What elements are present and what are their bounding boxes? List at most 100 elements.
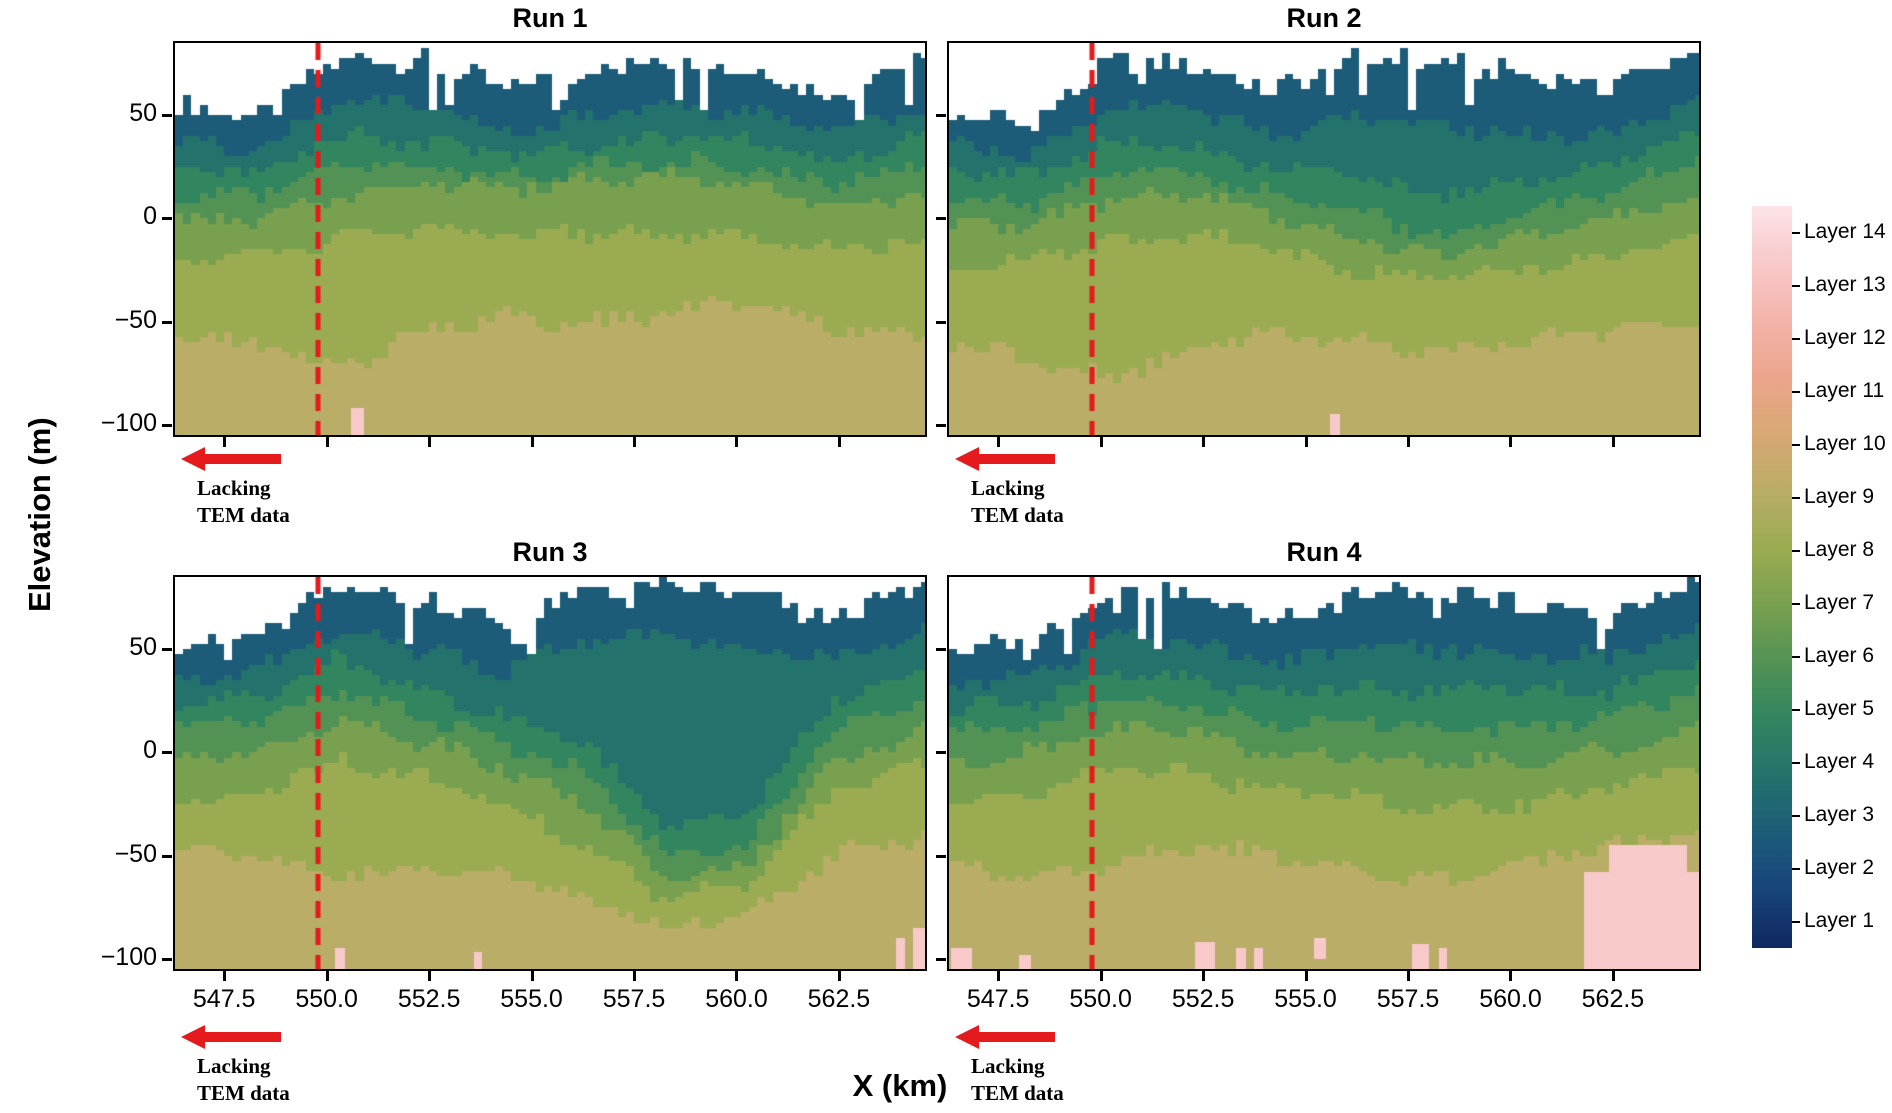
legend-tick-mark <box>1792 708 1800 711</box>
annotation-line2: TEM data <box>971 503 1064 528</box>
y-tick-mark <box>162 423 172 427</box>
legend-tick-mark <box>1792 337 1800 340</box>
left-arrow-icon <box>955 1025 1055 1049</box>
annotation-text: Lacking TEM data <box>971 1053 1215 1108</box>
legend-label: Layer 5 <box>1804 696 1875 720</box>
y-tick-label: 50 <box>129 99 157 128</box>
legend-tick-mark <box>1792 390 1800 393</box>
x-tick-mark <box>325 437 329 447</box>
panel-run-3: Run 3 547.5 550.0 552.5 555.0 557.5 560.0 562.… <box>101 537 927 1105</box>
x-tick-mark <box>223 437 227 447</box>
x-tick-mark <box>428 437 432 447</box>
legend-tick-mark <box>1792 496 1800 499</box>
x-tick-mark <box>735 437 739 447</box>
x-tick-mark <box>1509 971 1513 981</box>
y-tick-mark <box>162 957 172 961</box>
x-tick-mark <box>837 971 841 981</box>
legend-label: Layer 8 <box>1804 537 1875 561</box>
left-arrow-icon <box>181 447 281 471</box>
lacking-tem-annotation: Lacking TEM data <box>955 1025 1215 1108</box>
x-tick-label: 557.5 <box>602 985 666 1013</box>
x-tick-mark <box>223 971 227 981</box>
legend-labels: Layer 14 Layer 13 Layer 12 Layer 11 Layer 10… <box>1792 206 1892 948</box>
x-tick-mark <box>1304 971 1308 981</box>
x-tick-mark <box>530 437 534 447</box>
cross-section-canvas <box>947 575 1701 971</box>
y-tick-label: 0 <box>143 736 157 765</box>
legend-label: Layer 7 <box>1804 590 1875 614</box>
lacking-tem-annotation: Lacking TEM data <box>181 447 441 530</box>
x-tick-label: 557.5 <box>1376 985 1440 1013</box>
y-tick-mark <box>936 957 946 961</box>
annotation-line2: TEM data <box>971 1081 1064 1106</box>
legend-tick-mark <box>1792 867 1800 870</box>
legend-tick-mark <box>1792 761 1800 764</box>
x-tick-label: 560.0 <box>1479 985 1542 1013</box>
legend-label: Layer 14 <box>1804 219 1886 243</box>
x-tick-mark <box>1202 971 1206 981</box>
x-tick-label: 550.0 <box>295 985 358 1013</box>
panel-title: Run 4 <box>1286 537 1362 567</box>
x-tick-mark <box>1509 437 1513 447</box>
y-tick-mark <box>936 751 946 755</box>
x-tick-mark <box>1099 437 1103 447</box>
x-tick-mark <box>530 971 534 981</box>
y-tick-mark <box>936 854 946 858</box>
legend-label: Layer 6 <box>1804 643 1875 667</box>
y-tick-label: −50 <box>114 839 157 868</box>
annotation-line2: TEM data <box>197 1081 290 1106</box>
annotation-line1: Lacking <box>971 1054 1045 1078</box>
panel-title: Run 3 <box>512 537 588 567</box>
y-tick-mark <box>162 648 172 652</box>
x-tick-mark <box>633 437 637 447</box>
y-tick-mark <box>162 854 172 858</box>
x-tick-mark <box>633 971 637 981</box>
left-arrow-icon <box>955 447 1055 471</box>
x-tick-label: 562.5 <box>1581 985 1645 1013</box>
x-tick-mark <box>1407 437 1411 447</box>
legend-tick-mark <box>1792 920 1800 923</box>
x-tick-mark <box>1611 437 1615 447</box>
legend-tick-mark <box>1792 814 1800 817</box>
legend-tick-mark <box>1792 284 1800 287</box>
x-tick-label: 555.0 <box>1274 985 1337 1013</box>
annotation-text: Lacking TEM data <box>197 475 441 530</box>
y-tick-mark <box>162 320 172 324</box>
panel-run-1: Run 1 50 0 −50 −100 Lacking TEM data <box>101 3 927 527</box>
legend-tick-mark <box>1792 549 1800 552</box>
x-tick-mark <box>428 971 432 981</box>
annotation-text: Lacking TEM data <box>971 475 1215 530</box>
annotation-line1: Lacking <box>971 476 1045 500</box>
legend-label: Layer 9 <box>1804 484 1875 508</box>
y-tick-mark <box>936 114 946 118</box>
legend-colorbar <box>1752 206 1792 948</box>
legend-label: Layer 12 <box>1804 325 1886 349</box>
x-tick-label: 552.5 <box>397 985 461 1013</box>
x-tick-mark <box>735 971 739 981</box>
legend-tick-mark <box>1792 443 1800 446</box>
y-tick-label: 50 <box>129 633 157 662</box>
y-tick-mark <box>936 423 946 427</box>
y-tick-mark <box>936 217 946 221</box>
cross-section-canvas <box>173 41 927 437</box>
legend-label: Layer 4 <box>1804 749 1875 773</box>
x-tick-mark <box>1304 437 1308 447</box>
x-tick-mark <box>1407 971 1411 981</box>
legend-tick-mark <box>1792 602 1800 605</box>
panel-title: Run 2 <box>1286 3 1362 33</box>
annotation-line1: Lacking <box>197 1054 271 1078</box>
legend-label: Layer 3 <box>1804 802 1875 826</box>
y-tick-mark <box>162 114 172 118</box>
x-tick-mark <box>1099 971 1103 981</box>
y-tick-label: −100 <box>100 408 157 437</box>
x-tick-mark <box>997 971 1001 981</box>
panel-run-4: Run 4 547.5 550.0 552.5 555.0 557.5 560.0 562.… <box>936 537 1701 1105</box>
y-axis-label: Elevation (m) <box>22 417 57 612</box>
cross-section-canvas <box>947 41 1701 437</box>
x-axis-label: X (km) <box>852 1068 948 1103</box>
annotation-line1: Lacking <box>197 476 271 500</box>
y-tick-mark <box>936 320 946 324</box>
x-tick-label: 552.5 <box>1171 985 1235 1013</box>
y-tick-label: −50 <box>114 305 157 334</box>
